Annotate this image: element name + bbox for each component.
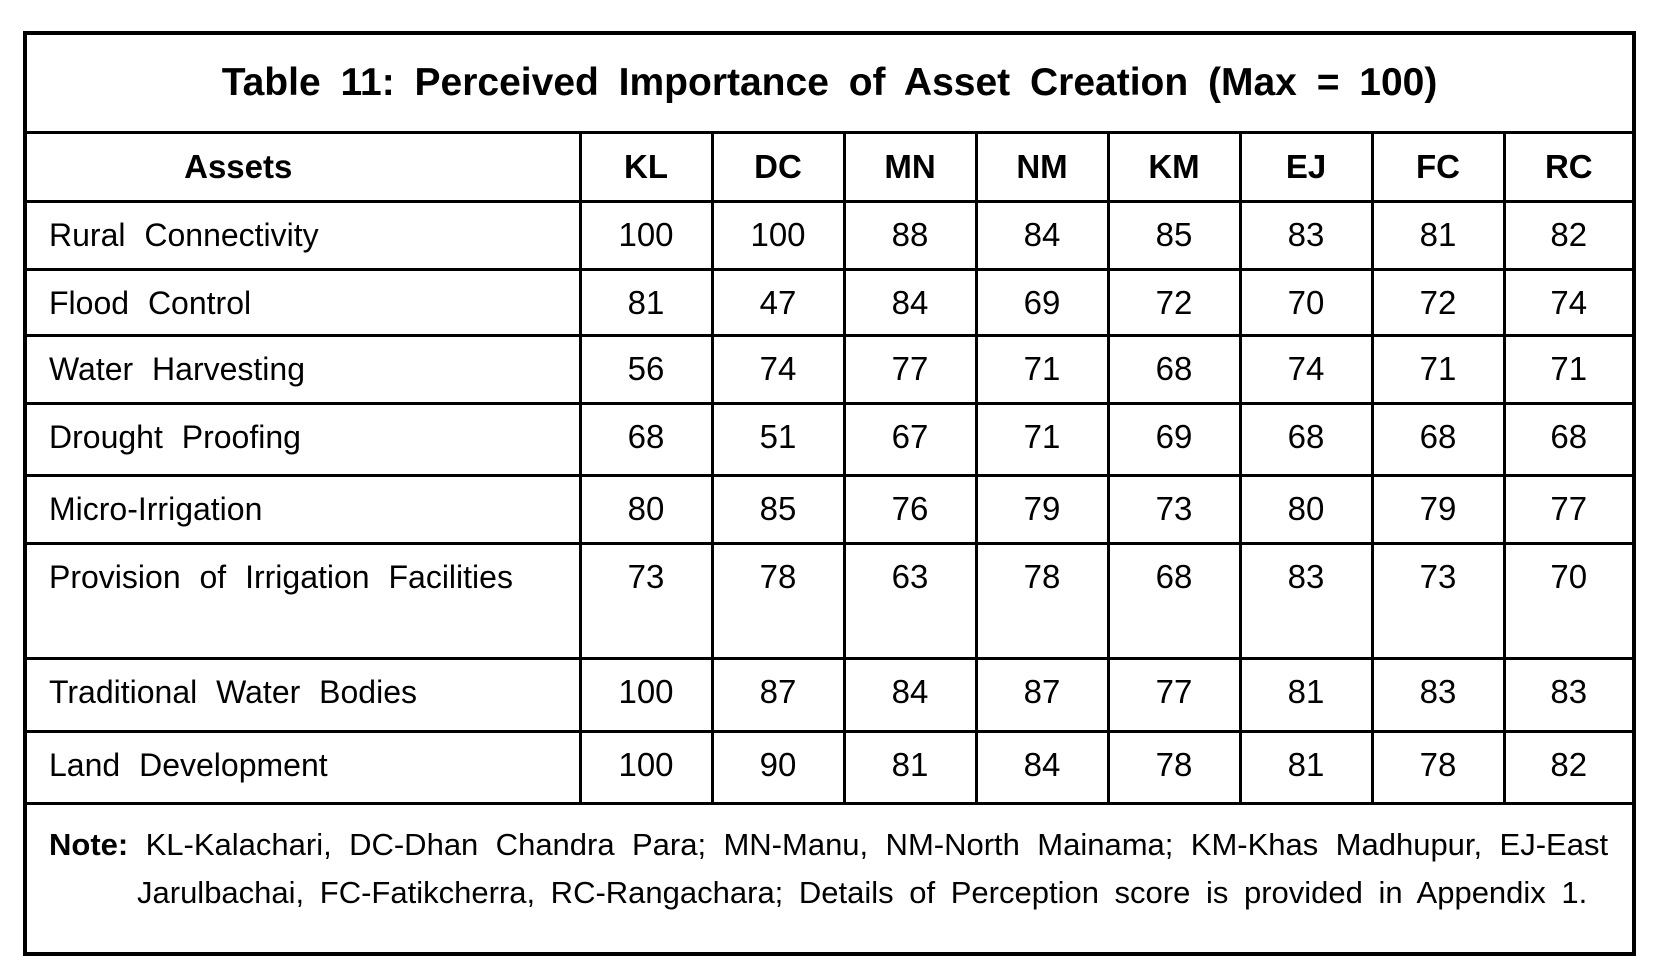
score-cell: 82 — [1502, 729, 1636, 805]
table-row-traditional-water-bodies: Traditional Water Bodies 100 87 84 87 77… — [23, 656, 1636, 733]
score-cell: 100 — [578, 729, 714, 805]
asset-label: Micro-Irrigation — [23, 473, 582, 545]
note-label: Note: — [49, 826, 129, 862]
score-cell: 63 — [842, 541, 978, 660]
score-cell: 78 — [1106, 729, 1242, 805]
score-cell: 87 — [974, 656, 1110, 733]
score-cell: 88 — [842, 199, 978, 271]
score-cell: 71 — [974, 333, 1110, 405]
asset-label: Flood Control — [23, 267, 582, 337]
score-cell: 73 — [1370, 541, 1506, 660]
score-cell: 84 — [974, 729, 1110, 805]
asset-label: Water Harvesting — [23, 333, 582, 405]
score-cell: 72 — [1370, 267, 1506, 337]
score-cell: 84 — [842, 267, 978, 337]
score-cell: 85 — [1106, 199, 1242, 271]
score-cell: 73 — [578, 541, 714, 660]
score-cell: 68 — [1370, 401, 1506, 477]
score-cell: 71 — [974, 401, 1110, 477]
column-header-dc: DC — [710, 130, 846, 203]
asset-label: Provision of Irrigation Facilities — [23, 541, 582, 660]
table-row-land-development: Land Development 100 90 81 84 78 81 78 8… — [23, 729, 1636, 805]
score-cell: 81 — [1370, 199, 1506, 271]
table-row-provision-irrigation: Provision of Irrigation Facilities 73 78… — [23, 541, 1636, 660]
score-cell: 51 — [710, 401, 846, 477]
score-cell: 68 — [1106, 541, 1242, 660]
score-cell: 83 — [1238, 541, 1374, 660]
score-cell: 84 — [974, 199, 1110, 271]
score-cell: 77 — [842, 333, 978, 405]
asset-label: Drought Proofing — [23, 401, 582, 477]
score-cell: 74 — [1502, 267, 1636, 337]
score-cell: 84 — [842, 656, 978, 733]
score-cell: 67 — [842, 401, 978, 477]
score-cell: 68 — [1106, 333, 1242, 405]
score-cell: 69 — [1106, 401, 1242, 477]
column-header-assets: Assets — [23, 130, 582, 203]
score-cell: 82 — [1502, 199, 1636, 271]
column-header-fc: FC — [1370, 130, 1506, 203]
score-cell: 71 — [1502, 333, 1636, 405]
note-cell: Note: KL-Kalachari, DC-Dhan Chandra Para… — [23, 801, 1636, 956]
score-cell: 70 — [1238, 267, 1374, 337]
score-cell: 80 — [578, 473, 714, 545]
table-row-micro-irrigation: Micro-Irrigation 80 85 76 79 73 80 79 77 — [23, 473, 1636, 545]
table-title-row: Table 11: Perceived Importance of Asset … — [23, 31, 1636, 134]
importance-table: Table 11: Perceived Importance of Asset … — [23, 31, 1637, 956]
score-cell: 73 — [1106, 473, 1242, 545]
table-row-water-harvesting: Water Harvesting 56 74 77 71 68 74 71 71 — [23, 333, 1636, 405]
column-header-mn: MN — [842, 130, 978, 203]
score-cell: 78 — [974, 541, 1110, 660]
score-cell: 77 — [1106, 656, 1242, 733]
score-cell: 100 — [578, 199, 714, 271]
score-cell: 74 — [710, 333, 846, 405]
score-cell: 100 — [710, 199, 846, 271]
score-cell: 85 — [710, 473, 846, 545]
score-cell: 83 — [1370, 656, 1506, 733]
score-cell: 68 — [1238, 401, 1374, 477]
score-cell: 56 — [578, 333, 714, 405]
score-cell: 72 — [1106, 267, 1242, 337]
score-cell: 68 — [1502, 401, 1636, 477]
score-cell: 77 — [1502, 473, 1636, 545]
score-cell: 80 — [1238, 473, 1374, 545]
asset-label: Traditional Water Bodies — [23, 656, 582, 733]
column-header-ej: EJ — [1238, 130, 1374, 203]
column-header-kl: KL — [578, 130, 714, 203]
score-cell: 78 — [1370, 729, 1506, 805]
score-cell: 71 — [1370, 333, 1506, 405]
score-cell: 81 — [1238, 729, 1374, 805]
score-cell: 69 — [974, 267, 1110, 337]
score-cell: 81 — [842, 729, 978, 805]
table-row-drought-proofing: Drought Proofing 68 51 67 71 69 68 68 68 — [23, 401, 1636, 477]
score-cell: 83 — [1238, 199, 1374, 271]
table-title: Table 11: Perceived Importance of Asset … — [23, 31, 1636, 134]
table-row-flood-control: Flood Control 81 47 84 69 72 70 72 74 — [23, 267, 1636, 337]
note-text: KL-Kalachari, DC-Dhan Chandra Para; MN-M… — [137, 826, 1609, 910]
score-cell: 79 — [1370, 473, 1506, 545]
score-cell: 90 — [710, 729, 846, 805]
score-cell: 81 — [578, 267, 714, 337]
asset-label: Land Development — [23, 729, 582, 805]
score-cell: 70 — [1502, 541, 1636, 660]
score-cell: 83 — [1502, 656, 1636, 733]
table-row-rural-connectivity: Rural Connectivity 100 100 88 84 85 83 8… — [23, 199, 1636, 271]
score-cell: 76 — [842, 473, 978, 545]
score-cell: 81 — [1238, 656, 1374, 733]
column-header-rc: RC — [1502, 130, 1636, 203]
score-cell: 87 — [710, 656, 846, 733]
score-cell: 79 — [974, 473, 1110, 545]
asset-label: Rural Connectivity — [23, 199, 582, 271]
column-header-km: KM — [1106, 130, 1242, 203]
score-cell: 74 — [1238, 333, 1374, 405]
score-cell: 68 — [578, 401, 714, 477]
score-cell: 47 — [710, 267, 846, 337]
table-header-row: Assets KL DC MN NM KM EJ FC RC — [23, 130, 1636, 203]
table-note-row: Note: KL-Kalachari, DC-Dhan Chandra Para… — [23, 801, 1636, 956]
column-header-nm: NM — [974, 130, 1110, 203]
score-cell: 78 — [710, 541, 846, 660]
score-cell: 100 — [578, 656, 714, 733]
table-note: Note: KL-Kalachari, DC-Dhan Chandra Para… — [49, 821, 1608, 917]
